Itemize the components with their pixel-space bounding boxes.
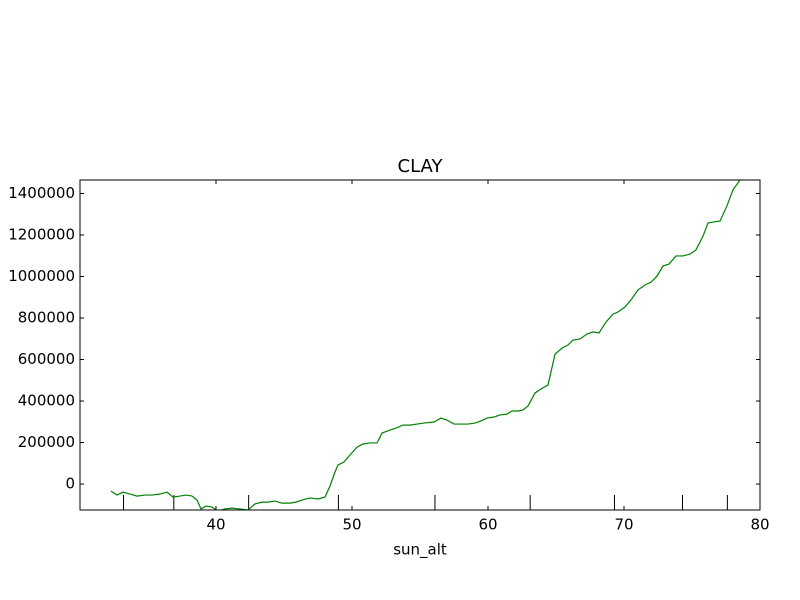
chart-title: CLAY xyxy=(398,156,444,177)
x-tick-label: 80 xyxy=(750,516,769,534)
y-tick-label: 0 xyxy=(65,475,75,493)
plot-frame xyxy=(79,179,761,511)
y-tick-label: 1000000 xyxy=(8,267,75,285)
y-tick-label: 200000 xyxy=(18,433,75,451)
y-tick-label: 1400000 xyxy=(8,184,75,202)
x-tick-label: 40 xyxy=(206,516,225,534)
x-tick-label: 50 xyxy=(342,516,361,534)
x-tick-label: 70 xyxy=(614,516,633,534)
y-tick-label: 1200000 xyxy=(8,226,75,244)
data-line xyxy=(110,180,741,510)
x-axis-label: sun_alt xyxy=(393,541,447,560)
y-tick-label: 400000 xyxy=(18,392,75,410)
x-tick-label: 60 xyxy=(478,516,497,534)
y-tick-label: 800000 xyxy=(18,309,75,327)
y-tick-label: 600000 xyxy=(18,350,75,368)
